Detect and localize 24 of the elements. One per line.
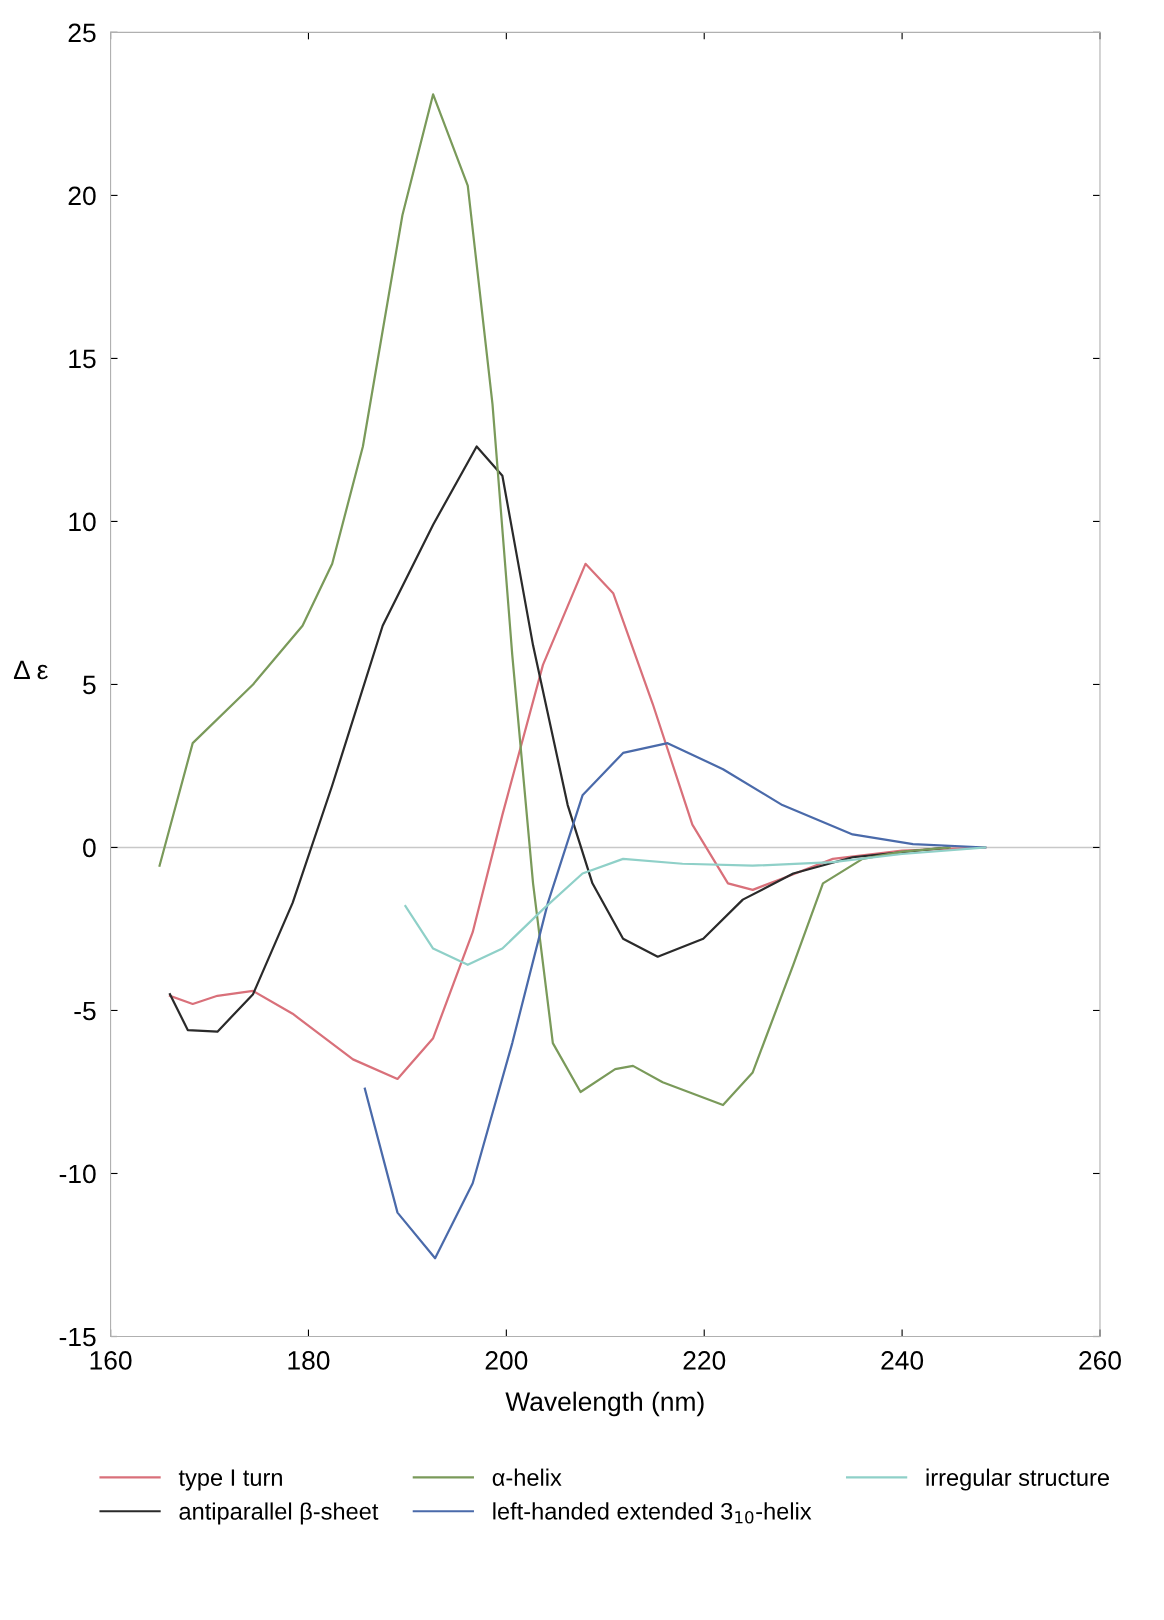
y-tick-label: -15 [59, 1327, 96, 1347]
line-series [404, 846, 987, 966]
line-series [158, 93, 951, 1107]
x-tick-label: 160 [90, 1351, 132, 1370]
y-tick-label: 25 [68, 23, 96, 43]
y-tick-label: 15 [69, 349, 96, 369]
y-tick-label: 5 [83, 675, 96, 695]
legend-label: α-helix [492, 1468, 562, 1486]
x-tick-label: 220 [683, 1351, 726, 1370]
y-tick-label: 10 [69, 512, 96, 532]
y-tick-label: 0 [83, 838, 96, 858]
x-axis-title: Wavelength (nm) [505, 1391, 704, 1417]
x-tick-label: 260 [1079, 1351, 1121, 1370]
x-tick-label: 180 [288, 1351, 330, 1370]
legend-label: irregular structure [926, 1468, 1109, 1491]
legend-label: left-handed extended 3$_{10}$-helix [493, 1502, 812, 1524]
x-tick-label: 200 [485, 1351, 528, 1370]
y-tick-label: -5 [74, 1001, 96, 1021]
x-tick-label: 240 [881, 1351, 924, 1370]
y-axis-title: Δ ε [13, 660, 48, 680]
legend-label: type I turn [178, 1469, 282, 1491]
y-tick-label: 20 [68, 186, 96, 206]
legend-label: antiparallel β-sheet [179, 1502, 379, 1525]
y-tick-label: -10 [59, 1164, 96, 1184]
